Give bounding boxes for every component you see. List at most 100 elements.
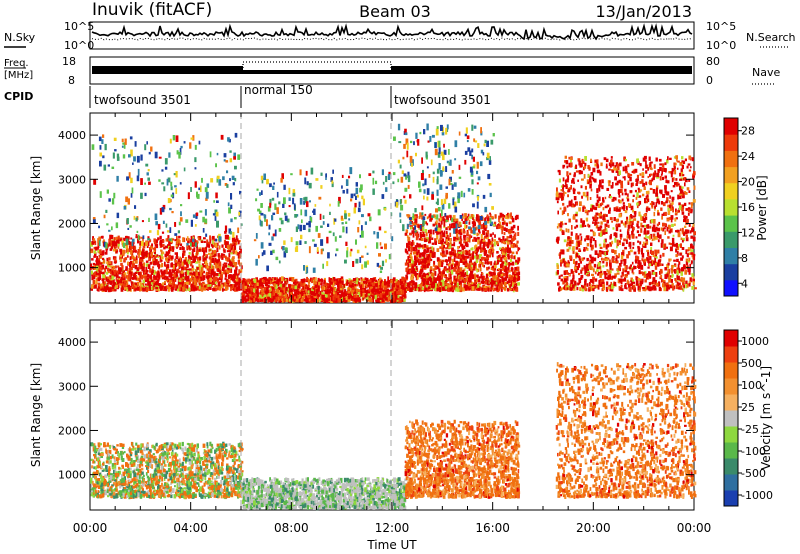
data-cell [606, 219, 609, 224]
data-cell [213, 249, 217, 254]
data-cell [482, 275, 486, 280]
data-cell [90, 263, 92, 268]
data-cell [291, 299, 293, 302]
data-cell [137, 249, 140, 254]
data-cell [416, 258, 419, 263]
data-cell [572, 189, 576, 195]
data-cell [358, 278, 360, 281]
data-cell [411, 267, 415, 272]
data-cell [661, 163, 665, 168]
data-cell [434, 287, 436, 291]
data-cell [449, 276, 452, 280]
data-cell [505, 228, 508, 232]
data-cell [358, 294, 361, 297]
data-cell [280, 289, 282, 293]
data-cell [621, 279, 624, 282]
data-cell [286, 297, 289, 300]
data-cell [286, 293, 288, 298]
data-cell [94, 252, 97, 257]
data-cell [91, 270, 93, 275]
data-cell [131, 276, 135, 280]
data-cell [517, 260, 519, 265]
data-cell [315, 282, 318, 287]
data-cell [609, 265, 612, 271]
data-cell [275, 289, 279, 294]
data-cell [197, 237, 200, 240]
data-cell [425, 232, 428, 237]
data-cell [597, 221, 600, 224]
data-cell [195, 272, 198, 276]
data-cell [428, 214, 431, 218]
data-cell [412, 227, 415, 231]
data-cell [442, 238, 445, 242]
data-cell [438, 268, 441, 272]
data-cell [235, 280, 238, 286]
data-cell [334, 281, 337, 284]
data-cell [293, 280, 296, 284]
data-cell [347, 287, 351, 292]
data-cell [676, 258, 679, 262]
data-cell [188, 259, 191, 265]
data-cell [481, 262, 484, 267]
data-cell [509, 216, 512, 219]
data-cell [273, 277, 276, 281]
data-cell [504, 257, 508, 261]
data-cell [299, 291, 302, 295]
data-cell [192, 236, 194, 239]
data-cell [122, 274, 125, 279]
data-cell [562, 184, 565, 189]
data-cell [422, 264, 426, 269]
data-cell [245, 294, 248, 298]
data-cell [651, 238, 654, 242]
data-cell [302, 279, 305, 285]
data-cell [453, 236, 456, 242]
data-cell [237, 282, 240, 286]
data-cell [238, 269, 240, 274]
data-cell [218, 266, 222, 271]
data-cell [159, 288, 163, 291]
data-cell [295, 278, 298, 284]
data-cell [472, 217, 474, 221]
data-cell [600, 232, 604, 235]
data-cell [272, 291, 275, 296]
data-cell [468, 219, 471, 223]
data-cell [151, 243, 153, 247]
data-cell [224, 234, 228, 240]
data-cell [586, 248, 589, 251]
data-cell [625, 206, 628, 211]
data-cell [215, 260, 219, 264]
data-cell [502, 267, 506, 270]
data-cell [107, 287, 111, 293]
data-cell [505, 251, 507, 256]
data-cell [396, 298, 400, 301]
data-cell [498, 287, 501, 291]
data-cell [144, 275, 148, 280]
data-cell [185, 288, 188, 292]
data-cell [153, 269, 156, 275]
data-cell [313, 293, 316, 297]
data-cell [594, 271, 597, 275]
data-cell [145, 260, 149, 263]
data-cell [230, 286, 232, 292]
data-cell [461, 254, 463, 258]
data-cell [115, 274, 119, 278]
data-cell [480, 280, 483, 284]
data-cell [204, 249, 206, 252]
data-cell [485, 249, 488, 254]
data-cell [223, 270, 226, 275]
data-cell [153, 274, 155, 279]
data-cell [209, 284, 212, 287]
data-cell [436, 257, 440, 262]
data-cell [469, 227, 472, 231]
data-cell [100, 270, 102, 273]
data-cell [469, 264, 471, 269]
data-cell [437, 239, 441, 244]
data-cell [225, 245, 228, 248]
data-cell [508, 262, 511, 267]
data-cell [330, 297, 332, 301]
data-cell [404, 262, 408, 266]
data-cell [193, 284, 196, 287]
data-cell [431, 242, 435, 245]
data-cell [229, 249, 232, 253]
data-cell [431, 246, 434, 251]
